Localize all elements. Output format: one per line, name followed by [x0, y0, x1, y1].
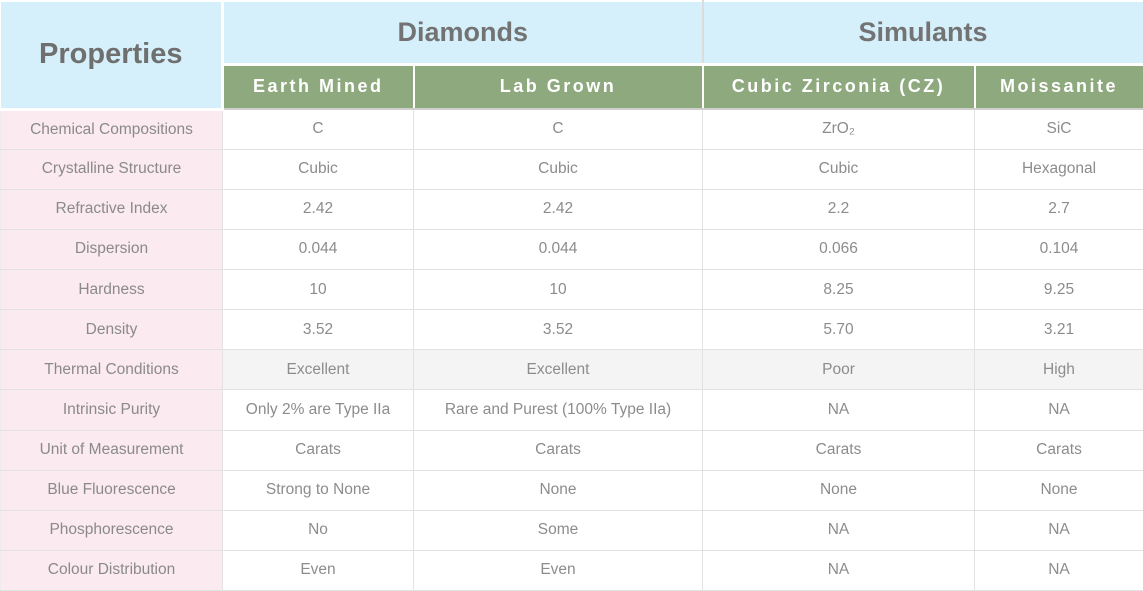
cell-lab-grown: 0.044: [413, 228, 703, 271]
row-label: Chemical Compositions: [0, 108, 223, 150]
cell-earth-mined: Even: [222, 549, 414, 591]
cell-moissanite: NA: [974, 389, 1143, 431]
cell-moissanite: 3.21: [974, 309, 1143, 351]
cell-lab-grown: 10: [413, 268, 703, 311]
cell-cubic-zirconia: 5.70: [702, 309, 975, 351]
cell-moissanite: 2.7: [974, 188, 1143, 230]
cell-lab-grown: Excellent: [413, 349, 703, 391]
cell-moissanite: None: [974, 469, 1143, 511]
row-label: Density: [0, 309, 223, 351]
row-label: Unit of Measurement: [0, 429, 223, 471]
cell-earth-mined: C: [222, 108, 414, 150]
row-label: Phosphorescence: [0, 509, 223, 551]
cell-earth-mined: Only 2% are Type IIa: [222, 389, 414, 431]
row-label: Refractive Index: [0, 188, 223, 230]
properties-column-header: Properties: [0, 0, 224, 111]
cell-cubic-zirconia: ZrO₂: [702, 108, 975, 150]
cell-lab-grown: 2.42: [413, 188, 703, 230]
cell-earth-mined: 0.044: [222, 228, 414, 271]
column-header-row: Earth Mined Lab Grown Cubic Zirconia (CZ) M…: [1, 63, 1143, 110]
table-row: Colour Distribution Even Even NA NA: [0, 549, 1143, 591]
column-header-lab-grown: Lab Grown: [412, 63, 704, 110]
table-row: Unit of Measurement Carats Carats Carats Car…: [0, 429, 1143, 471]
cell-lab-grown: Rare and Purest (100% Type IIa): [413, 389, 703, 431]
cell-moissanite: NA: [974, 509, 1143, 551]
cell-cubic-zirconia: 8.25: [702, 268, 975, 311]
column-header-earth-mined: Earth Mined: [221, 63, 415, 110]
cell-earth-mined: Excellent: [222, 349, 414, 391]
cell-moissanite: Hexagonal: [974, 148, 1143, 190]
table-row: Refractive Index 2.42 2.42 2.2 2.7: [0, 188, 1143, 230]
table-row: Density 3.52 3.52 5.70 3.21: [0, 309, 1143, 351]
cell-cubic-zirconia: None: [702, 469, 975, 511]
cell-moissanite: 0.104: [974, 228, 1143, 271]
cell-earth-mined: 10: [222, 268, 414, 311]
cell-cubic-zirconia: Cubic: [702, 148, 975, 190]
group-header-row: Properties Diamonds Simulants: [0, 0, 1143, 111]
column-header-moissanite: Moissanite: [973, 63, 1143, 110]
table-row: Thermal Conditions Excellent Excellent Poor…: [0, 349, 1143, 391]
column-header-cubic-zirconia: Cubic Zirconia (CZ): [701, 63, 976, 110]
cell-earth-mined: Carats: [222, 429, 414, 471]
cell-earth-mined: No: [222, 509, 414, 551]
row-label: Colour Distribution: [0, 549, 223, 591]
cell-earth-mined: 3.52: [222, 309, 414, 351]
cell-earth-mined: 2.42: [222, 188, 414, 230]
cell-lab-grown: None: [413, 469, 703, 511]
row-label: Dispersion: [0, 228, 223, 271]
row-label: Intrinsic Purity: [0, 389, 223, 431]
cell-lab-grown: Some: [413, 509, 703, 551]
cell-moissanite: Carats: [974, 429, 1143, 471]
table-row: Intrinsic Purity Only 2% are Type IIa Rare…: [0, 389, 1143, 431]
row-label: Thermal Conditions: [0, 349, 223, 391]
row-label: Blue Fluorescence: [0, 469, 223, 511]
group-header-diamonds: Diamonds: [221, 0, 704, 66]
cell-cubic-zirconia: 0.066: [702, 228, 975, 271]
cell-cubic-zirconia: 2.2: [702, 188, 975, 230]
cell-cubic-zirconia: Carats: [702, 429, 975, 471]
table-row: Blue Fluorescence Strong to None None None N…: [0, 469, 1143, 511]
table-row: Crystalline Structure Cubic Cubic Cubic Hexa…: [0, 148, 1143, 190]
cell-lab-grown: 3.52: [413, 309, 703, 351]
cell-cubic-zirconia: NA: [702, 549, 975, 591]
row-label: Crystalline Structure: [0, 148, 223, 190]
cell-earth-mined: Cubic: [222, 148, 414, 190]
cell-cubic-zirconia: Poor: [702, 349, 975, 391]
cell-lab-grown: Carats: [413, 429, 703, 471]
cell-moissanite: NA: [974, 549, 1143, 591]
cell-cubic-zirconia: NA: [702, 389, 975, 431]
cell-moissanite: 9.25: [974, 268, 1143, 311]
table-row: Chemical Compositions C C ZrO₂ SiC: [0, 108, 1143, 150]
cell-cubic-zirconia: NA: [702, 509, 975, 551]
cell-lab-grown: C: [413, 108, 703, 150]
cell-earth-mined: Strong to None: [222, 469, 414, 511]
cell-lab-grown: Even: [413, 549, 703, 591]
cell-moissanite: SiC: [974, 108, 1143, 150]
cell-moissanite: High: [974, 349, 1143, 391]
cell-lab-grown: Cubic: [413, 148, 703, 190]
row-label: Hardness: [0, 268, 223, 311]
table-row: Dispersion 0.044 0.044 0.066 0.104: [0, 228, 1143, 271]
table-row: Hardness 10 10 8.25 9.25: [0, 268, 1143, 311]
group-header-simulants: Simulants: [701, 0, 1143, 66]
table-row: Phosphorescence No Some NA NA: [0, 509, 1143, 551]
